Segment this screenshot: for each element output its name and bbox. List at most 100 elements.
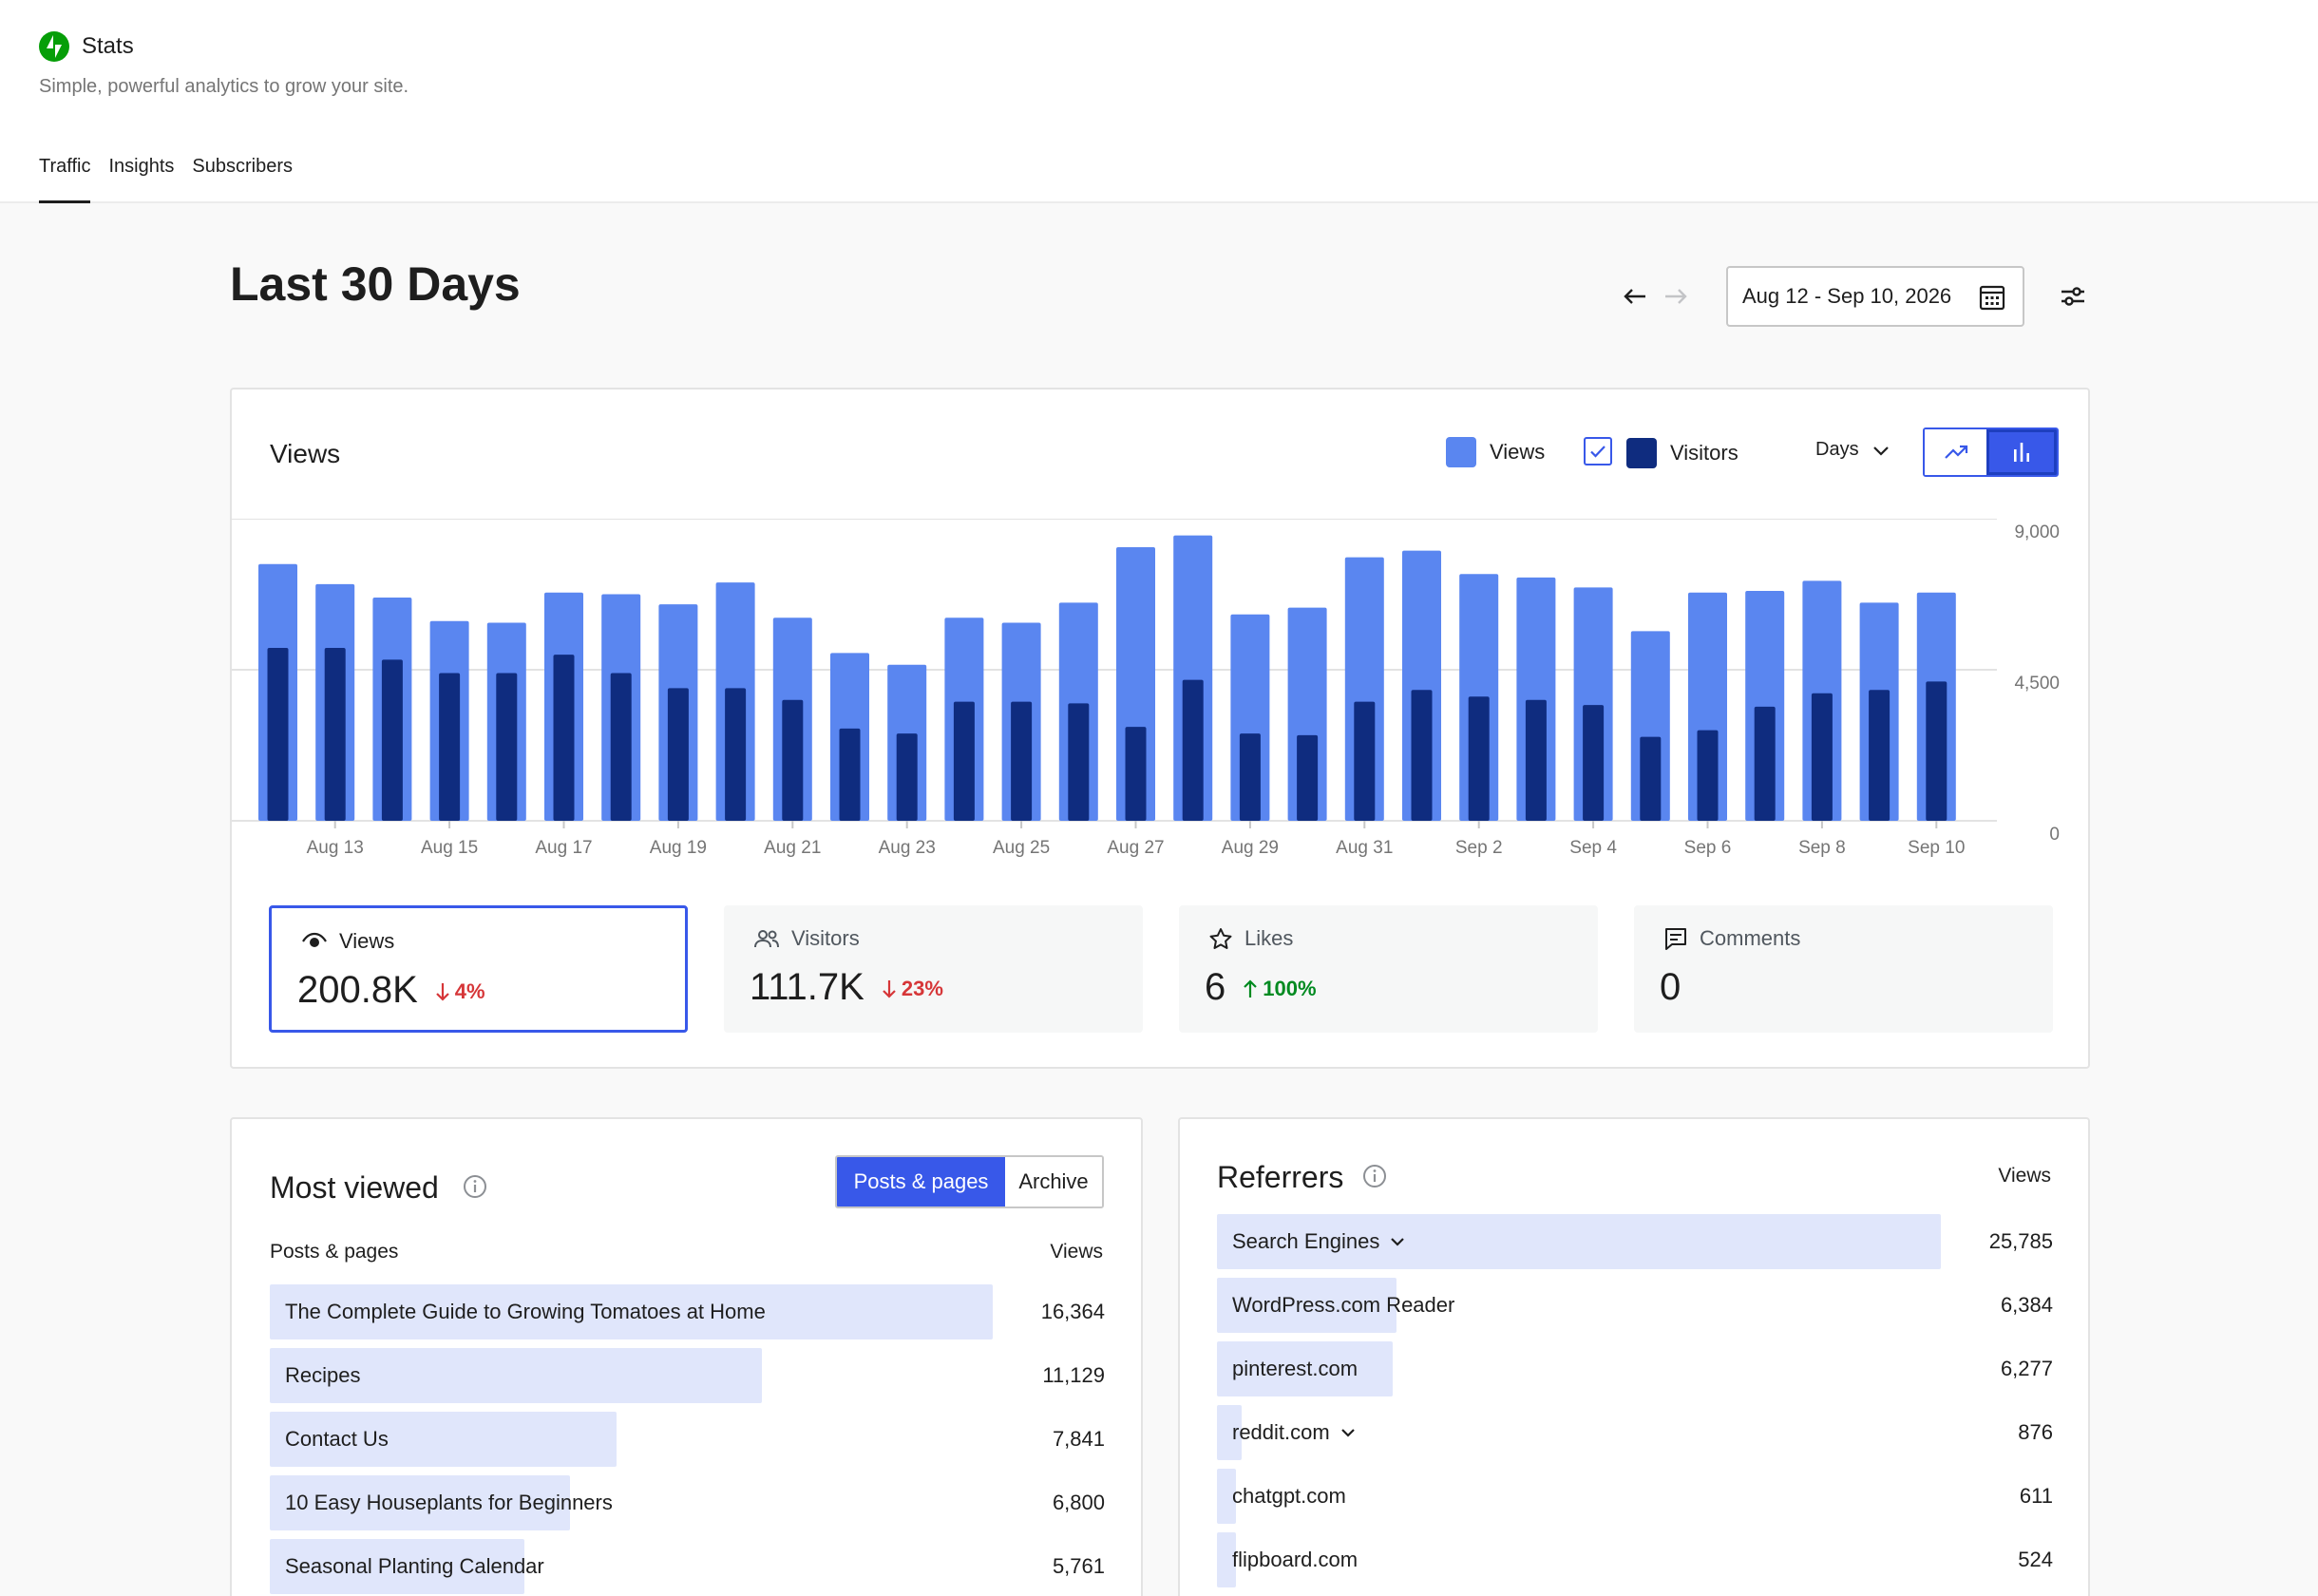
bar-visitors[interactable] bbox=[1468, 696, 1490, 821]
list-item-value: 11,129 bbox=[1042, 1363, 1105, 1387]
interval-select[interactable]: Days bbox=[1815, 439, 1890, 461]
stat-likes-delta: 100% bbox=[1243, 977, 1317, 1001]
chart-title: Views bbox=[270, 439, 341, 468]
stat-tile-comments[interactable]: Comments 0 bbox=[1634, 905, 2053, 1033]
bar-visitors[interactable] bbox=[725, 688, 747, 821]
list-item-label[interactable]: flipboard.com bbox=[1232, 1532, 1358, 1587]
list-item-label[interactable]: WordPress.com Reader bbox=[1232, 1278, 1454, 1333]
calendar-icon bbox=[1979, 285, 2005, 311]
x-tick-label: Aug 23 bbox=[879, 838, 936, 858]
stat-tile-likes[interactable]: Likes 6 100% bbox=[1179, 905, 1598, 1033]
list-item-label[interactable]: Seasonal Planting Calendar bbox=[285, 1539, 544, 1594]
chevron-down-icon bbox=[1391, 1238, 1405, 1246]
info-icon[interactable] bbox=[1362, 1164, 1387, 1188]
list-item-value: 5,761 bbox=[1052, 1554, 1105, 1578]
tab-archive[interactable]: Archive bbox=[1005, 1157, 1102, 1206]
line-chart-button[interactable] bbox=[1925, 429, 1986, 475]
list-item[interactable]: Recipes 11,129 bbox=[270, 1348, 1105, 1403]
list-item[interactable]: Seasonal Planting Calendar 5,761 bbox=[270, 1539, 1105, 1594]
bar-visitors[interactable] bbox=[1754, 706, 1776, 821]
list-item[interactable]: flipboard.com 524 bbox=[1217, 1532, 2053, 1587]
bar-visitors[interactable] bbox=[324, 648, 346, 821]
legend-views-label: Views bbox=[1490, 440, 1546, 464]
bar-visitors[interactable] bbox=[1697, 730, 1719, 821]
bar-visitors[interactable] bbox=[1869, 690, 1890, 821]
bar-visitors[interactable] bbox=[953, 701, 975, 821]
bar-visitors[interactable] bbox=[1811, 693, 1833, 821]
list-item-label[interactable]: chatgpt.com bbox=[1232, 1469, 1346, 1524]
bar-visitors[interactable] bbox=[1011, 701, 1033, 821]
tab-posts-pages[interactable]: Posts & pages bbox=[837, 1157, 1005, 1206]
bar-visitors[interactable] bbox=[610, 673, 632, 821]
bar-visitors[interactable] bbox=[782, 699, 804, 821]
settings-sliders-icon[interactable] bbox=[2058, 281, 2088, 312]
stat-tile-visitors[interactable]: Visitors 111.7K 23% bbox=[724, 905, 1143, 1033]
list-item[interactable]: reddit.com 876 bbox=[1217, 1405, 2053, 1460]
bar-visitors[interactable] bbox=[496, 673, 518, 821]
legend-visitors: Visitors bbox=[1626, 438, 1738, 468]
list-item-label[interactable]: pinterest.com bbox=[1232, 1341, 1358, 1396]
bar-chart-button[interactable] bbox=[1986, 429, 2057, 475]
bar-visitors[interactable] bbox=[896, 733, 918, 821]
bar-visitors[interactable] bbox=[839, 728, 861, 821]
arrow-right-icon[interactable] bbox=[1662, 283, 1689, 310]
arrow-left-icon[interactable] bbox=[1622, 283, 1648, 310]
x-tick-label: Aug 15 bbox=[421, 838, 478, 858]
bar-visitors[interactable] bbox=[267, 648, 289, 821]
list-item[interactable]: chatgpt.com 611 bbox=[1217, 1469, 2053, 1524]
y-tick-label: 4,500 bbox=[2014, 674, 2060, 694]
bar-visitors[interactable] bbox=[1068, 703, 1090, 821]
list-item-text: Recipes bbox=[285, 1363, 361, 1387]
list-item-label[interactable]: Contact Us bbox=[285, 1412, 389, 1467]
visitors-checkbox[interactable] bbox=[1584, 437, 1612, 466]
bar-visitors[interactable] bbox=[1297, 734, 1319, 821]
tab-traffic[interactable]: Traffic bbox=[39, 156, 91, 203]
stat-tile-views[interactable]: Views 200.8K 4% bbox=[269, 905, 688, 1033]
list-item-bar bbox=[270, 1284, 993, 1340]
stat-likes-value: 6 bbox=[1205, 966, 1226, 1008]
bar-visitors[interactable] bbox=[553, 655, 575, 821]
most-viewed-card: Most viewed Posts & pages Archive Posts … bbox=[230, 1117, 1143, 1596]
list-item-label[interactable]: reddit.com bbox=[1232, 1405, 1357, 1460]
bar-visitors[interactable] bbox=[381, 659, 403, 821]
date-range-button[interactable]: Aug 12 - Sep 10, 2026 bbox=[1726, 266, 2024, 327]
list-item[interactable]: The Complete Guide to Growing Tomatoes a… bbox=[270, 1284, 1105, 1340]
list-item[interactable]: pinterest.com 6,277 bbox=[1217, 1341, 2053, 1396]
bar-visitors[interactable] bbox=[1525, 699, 1547, 821]
bar-visitors[interactable] bbox=[1354, 701, 1376, 821]
bar-visitors[interactable] bbox=[667, 688, 689, 821]
list-item-value: 524 bbox=[2018, 1548, 2053, 1571]
bar-visitors[interactable] bbox=[439, 673, 461, 821]
list-item[interactable]: Search Engines 25,785 bbox=[1217, 1214, 2053, 1269]
stats-header: Stats Simple, powerful analytics to grow… bbox=[0, 0, 2318, 203]
info-icon[interactable] bbox=[463, 1174, 487, 1199]
list-item-value: 876 bbox=[2018, 1420, 2053, 1444]
x-tick-label: Aug 21 bbox=[764, 838, 821, 858]
page-title: Last 30 Days bbox=[230, 257, 521, 311]
tab-insights[interactable]: Insights bbox=[108, 156, 175, 177]
bar-visitors[interactable] bbox=[1926, 681, 1948, 821]
list-item-bar bbox=[1217, 1405, 1242, 1460]
bar-visitors[interactable] bbox=[1640, 736, 1662, 821]
bar-visitors[interactable] bbox=[1182, 679, 1204, 821]
legend-visitors-label: Visitors bbox=[1670, 441, 1738, 465]
bar-visitors[interactable] bbox=[1583, 705, 1605, 821]
x-tick-label: Aug 25 bbox=[993, 838, 1050, 858]
x-tick-label: Aug 27 bbox=[1107, 838, 1164, 858]
list-item-label[interactable]: Recipes bbox=[285, 1348, 360, 1403]
bar-visitors[interactable] bbox=[1411, 690, 1433, 821]
list-item-label[interactable]: Search Engines bbox=[1232, 1214, 1406, 1269]
people-icon bbox=[754, 930, 779, 948]
list-item[interactable]: WordPress.com Reader 6,384 bbox=[1217, 1278, 2053, 1333]
list-item[interactable]: 10 Easy Houseplants for Beginners 6,800 bbox=[270, 1475, 1105, 1530]
bar-visitors[interactable] bbox=[1125, 727, 1147, 821]
app-name: Stats bbox=[82, 33, 134, 59]
tab-subscribers[interactable]: Subscribers bbox=[192, 156, 293, 177]
eye-icon bbox=[302, 932, 327, 947]
bar-visitors[interactable] bbox=[1239, 733, 1261, 821]
list-item-text: Search Engines bbox=[1232, 1229, 1380, 1253]
list-item[interactable]: Contact Us 7,841 bbox=[270, 1412, 1105, 1467]
list-item-value: 6,277 bbox=[2000, 1357, 2053, 1380]
list-item-label[interactable]: 10 Easy Houseplants for Beginners bbox=[285, 1475, 613, 1530]
list-item-label[interactable]: The Complete Guide to Growing Tomatoes a… bbox=[285, 1284, 766, 1340]
